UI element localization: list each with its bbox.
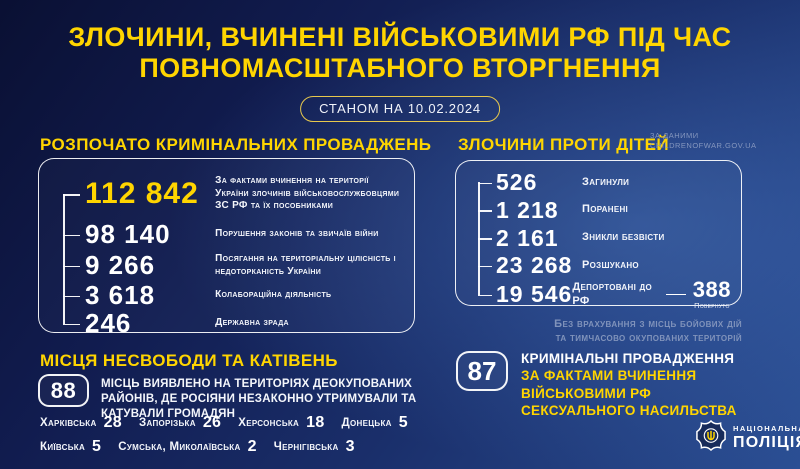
page-title-line2: ПОВНОМАСШТАБНОГО ВТОРГНЕННЯ — [139, 53, 661, 84]
sv-line-1: КРИМІНАЛЬНІ ПРОВАДЖЕННЯ — [521, 351, 735, 366]
connector-dash — [665, 293, 686, 296]
page-title-line1: ЗЛОЧИНИ, ВЧИНЕНІ ВІЙСЬКОВИМИ РФ ПІД ЧАС — [68, 22, 732, 52]
stat-value: 2 161 — [496, 224, 559, 251]
stat-value: 246 — [85, 308, 132, 338]
stat-value: 3 618 — [85, 280, 156, 310]
detention-description: МІСЦЬ ВИЯВЛЕНО НА ТЕРИТОРІЯХ ДЕОКУПОВАНИ… — [101, 378, 417, 420]
sv-line-3: ВІЙСЬКОВИМИ РФ — [521, 385, 652, 401]
sv-line-2: ЗА ФАКТАМИ ВЧИНЕННЯ — [521, 368, 697, 384]
national-police-logo: НАЦІОНАЛЬНА ПОЛІЦІЯ — [696, 419, 800, 457]
sexual-violence-count-badge: 87 — [456, 351, 508, 391]
region-value: 26 — [202, 414, 222, 431]
sv-line-4: СЕКСУАЛЬНОГО НАСИЛЬСТВА — [521, 402, 737, 418]
data-source-caption: ЗА ДАНИМИ CHILDRENOFWAR.GOV.UA — [650, 131, 757, 151]
region-item: Запорізька 26 — [139, 414, 221, 432]
stat-row: 3 618 Колабораційна діяльність — [39, 280, 400, 310]
region-value: 5 — [398, 414, 408, 431]
stat-value: 526 — [496, 169, 538, 195]
children-footnote: Без врахування з місць бойових дій та ти… — [455, 317, 742, 346]
proceedings-heading: РОЗПОЧАТО КРИМІНАЛЬНИХ ПРОВАДЖЕНЬ — [40, 135, 432, 154]
police-logo-line1: НАЦІОНАЛЬНА — [733, 424, 800, 434]
detention-count-badge: 88 — [38, 374, 89, 407]
region-value: 2 — [247, 438, 257, 455]
region-name: Донецька — [341, 417, 392, 429]
data-source-line1: ЗА ДАНИМИ — [650, 131, 699, 140]
stat-value: 9 266 — [85, 250, 156, 280]
page-title: ЗЛОЧИНИ, ВЧИНЕНІ ВІЙСЬКОВИМИ РФ ПІД ЧАС … — [0, 22, 800, 85]
stat-value: 112 842 — [85, 177, 199, 210]
children-heading: ЗЛОЧИНИ ПРОТИ ДІТЕЙ — [458, 135, 670, 154]
region-value: 5 — [92, 438, 102, 455]
stat-value: 19 546 — [496, 281, 573, 307]
stat-row: 98 140 Порушення законів та звичаїв війн… — [39, 219, 400, 249]
region-value: 3 — [345, 438, 355, 455]
region-item: Сумська, Миколаївська 2 — [118, 438, 257, 456]
stat-label: Колабораційна діяльність — [215, 289, 332, 301]
stat-row: 246 Державна зрада — [39, 308, 400, 338]
regions-row: Харківська 28 Запорізька 26 Херсонська 1… — [40, 414, 470, 432]
detention-heading: МІСЦЯ НЕСВОБОДИ ТА КАТІВЕНЬ — [40, 351, 338, 370]
children-panel: 526 Загинули 1 218 Поранені 2 161 Зникли… — [455, 160, 742, 309]
stat-label: Загинули — [582, 175, 630, 188]
regions-row: Київська 5 Сумська, Миколаївська 2 Черні… — [40, 438, 470, 456]
region-item: Донецька 5 — [342, 414, 408, 432]
date-badge: СТАНОМ НА 10.02.2024 — [300, 96, 500, 122]
sexual-violence-text: КРИМІНАЛЬНІ ПРОВАДЖЕННЯ ЗА ФАКТАМИ ВЧИНЕ… — [521, 350, 737, 419]
stat-value: 1 218 — [496, 196, 559, 223]
police-logo-line2: ПОЛІЦІЯ — [733, 433, 800, 451]
region-name: Сумська, Миколаївська — [118, 441, 241, 453]
stat-label: Депортовані до РФ — [572, 280, 652, 307]
returned-label: Повернуто — [694, 301, 730, 311]
region-name: Київська — [40, 441, 86, 453]
region-item: Харківська 28 — [40, 414, 122, 432]
stat-row: 19 546 Депортовані до РФ 388 Повернуто — [456, 279, 731, 310]
stat-label: Розшукано — [582, 258, 639, 271]
stat-label: Поранені — [582, 203, 629, 216]
stat-label: Зникли безвісти — [582, 231, 665, 244]
children-footnote-line1: Без врахування з місць бойових дій — [554, 318, 742, 330]
region-name: Запорізька — [138, 417, 196, 429]
region-item: Чернігівська 3 — [274, 438, 355, 456]
stat-label: За фактами вчинення на території України… — [215, 175, 400, 212]
stat-label: Порушення законів та звичаїв війни — [215, 228, 379, 240]
region-name: Чернігівська — [273, 441, 339, 453]
bracket-line — [63, 194, 65, 324]
stat-row: 23 268 Розшукано — [456, 252, 731, 279]
stat-row: 112 842 За фактами вчинення на території… — [39, 168, 400, 220]
region-value: 18 — [306, 414, 325, 431]
proceedings-panel: 112 842 За фактами вчинення на території… — [38, 158, 415, 338]
police-badge-icon — [696, 419, 726, 457]
regions-list: Харківська 28 Запорізька 26 Херсонська 1… — [40, 414, 470, 462]
region-name: Харківська — [40, 417, 97, 429]
stat-row: 1 218 Поранені — [456, 196, 731, 224]
stat-row: 9 266 Посягання на територіальну цілісні… — [39, 249, 400, 282]
region-value: 28 — [103, 414, 122, 431]
police-logo-text: НАЦІОНАЛЬНА ПОЛІЦІЯ — [733, 425, 800, 451]
stat-row: 526 Загинули — [456, 169, 731, 196]
stat-row: 2 161 Зникли безвісти — [456, 224, 731, 252]
region-item: Херсонська 18 — [238, 414, 324, 432]
region-item: Київська 5 — [40, 438, 101, 456]
stat-label: Державна зрада — [215, 317, 289, 329]
children-footnote-line2: та тимчасово окупованих територій — [555, 332, 742, 345]
returned-stat: 388 Повернуто — [693, 279, 731, 310]
stat-value: 98 140 — [85, 219, 171, 249]
stat-label: Посягання на територіальну цілісність і … — [215, 253, 396, 277]
region-name: Херсонська — [238, 417, 300, 429]
data-source-link: CHILDRENOFWAR.GOV.UA — [650, 140, 757, 150]
returned-value: 388 — [692, 277, 731, 303]
stat-value: 23 268 — [496, 252, 573, 278]
